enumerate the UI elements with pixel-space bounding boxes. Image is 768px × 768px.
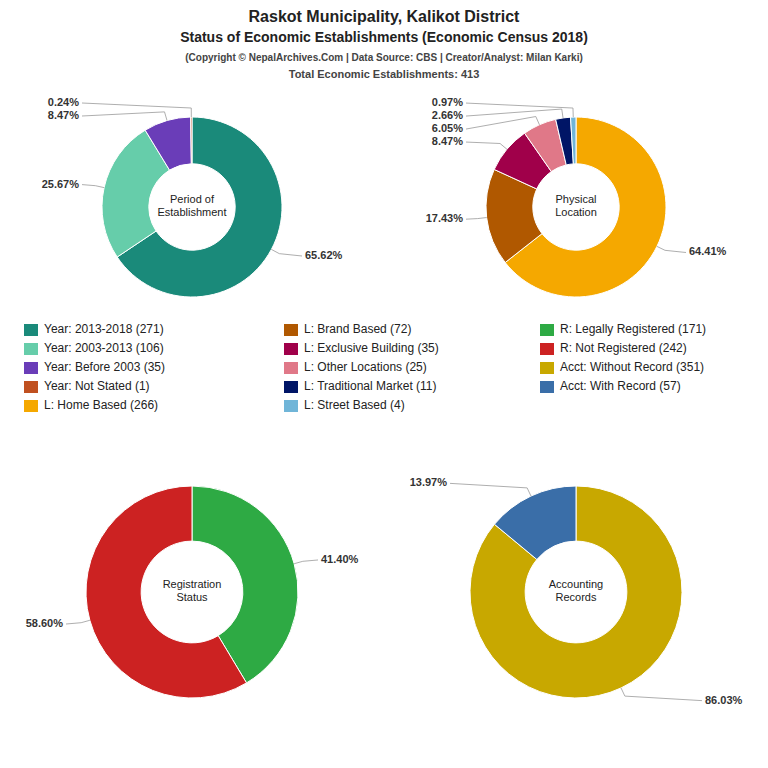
legend-item: L: Home Based (266) [24,398,158,412]
legend-item: Acct: Without Record (351) [540,360,704,374]
data-label: 8.47% [432,135,463,147]
legend-item: Year: Before 2003 (35) [24,360,165,374]
data-label: 0.97% [432,96,463,108]
legend-label: L: Street Based (4) [304,398,405,412]
legend-item: R: Legally Registered (171) [540,322,706,336]
legend-label: Year: 2013-2018 (271) [44,322,164,336]
data-label: 8.47% [48,109,79,121]
pie-center-label: Period ofEstablishment [157,193,226,218]
leader-line [450,483,531,496]
leader-line [82,103,191,117]
data-label: 17.43% [426,212,464,224]
title: Status of Economic Establishments (Econo… [180,29,588,45]
subtitle: Total Economic Establishments: 413 [289,68,480,80]
pie-slice [191,117,192,164]
pie-chart: PhysicalLocation 64.41% 17.43% 8.47%6.05%2.… [426,96,727,297]
legend-item: L: Traditional Market (11) [284,379,437,393]
leader-line [271,249,302,256]
legend-swatch [284,400,298,412]
legend-label: L: Other Locations (25) [304,360,427,374]
title: Raskot Municipality, Kalikot District [249,8,521,25]
legend-swatch [284,324,298,336]
pie-center-label: AccountingRecords [549,578,603,603]
leader-line [466,218,487,220]
pie-slice [470,486,682,698]
legend-swatch [284,343,298,355]
legend-item: Year: Not Stated (1) [24,379,150,393]
subtitle: (Copyright © NepalArchives.Com | Data So… [185,52,583,63]
legend-swatch [540,343,554,355]
pie-slice [86,486,247,698]
pie-center-label: RegistrationStatus [163,578,222,603]
data-label: 65.62% [305,249,343,261]
pie-center-label-line: Registration [163,578,222,590]
pie-chart: RegistrationStatus 41.40% 58.60% [26,486,359,698]
pie-center-label-line: Period of [170,193,215,205]
data-label: 0.24% [48,96,79,108]
data-label: 41.40% [321,553,359,565]
legend-label: Year: Before 2003 (35) [44,360,165,374]
legend-label: Acct: With Record (57) [560,379,681,393]
legend-label: R: Not Registered (242) [560,341,687,355]
legend-swatch [24,343,38,355]
pie-center-label-line: Status [176,591,208,603]
pie-center-label-line: Establishment [157,206,226,218]
leader-line [82,185,104,188]
legend-swatch [24,400,38,412]
leader-line [657,246,686,252]
legend-label: L: Traditional Market (11) [304,379,437,393]
legend-label: Acct: Without Record (351) [560,360,704,374]
leader-line [294,560,318,564]
pie-center-label: PhysicalLocation [555,193,597,218]
legend-label: Year: 2003-2013 (106) [44,341,164,355]
data-label: 58.60% [26,617,64,629]
legend-swatch [540,324,554,336]
pie-center-label-line: Physical [556,193,597,205]
legend-swatch [540,362,554,374]
leader-line [466,103,573,117]
legend-swatch [24,381,38,393]
legend-swatch [24,324,38,336]
pie-chart: AccountingRecords 86.03% 13.97% [410,476,743,705]
legend-label: L: Home Based (266) [44,398,158,412]
legend-item: L: Other Locations (25) [284,360,427,374]
pie-center-label-line: Accounting [549,578,603,590]
leader-line [82,112,167,121]
legend-item: L: Exclusive Building (35) [284,341,439,355]
legend-label: L: Brand Based (72) [304,322,411,336]
legend-label: R: Legally Registered (171) [560,322,706,336]
pie-slice [571,117,576,164]
legend-item: Year: 2003-2013 (106) [24,341,164,355]
data-label: 13.97% [410,476,448,488]
pie-center-label-line: Records [556,591,597,603]
data-label: 64.41% [689,245,727,257]
leader-line [66,620,90,624]
data-label: 6.05% [432,122,463,134]
legend-item: L: Street Based (4) [284,398,405,412]
legend-item: L: Brand Based (72) [284,322,411,336]
leader-line [466,117,539,130]
leader-line [621,688,702,701]
leader-line [466,109,563,118]
legend-swatch [540,381,554,393]
legend-swatch [284,362,298,374]
pie-center-label-line: Location [555,206,597,218]
data-label: 25.67% [42,178,80,190]
legend-item: R: Not Registered (242) [540,341,687,355]
legend-label: L: Exclusive Building (35) [304,341,439,355]
leader-line [466,142,507,149]
pie-slice [494,486,576,559]
data-label: 2.66% [432,109,463,121]
pie-chart: Period ofEstablishment 65.62% 25.67% 8.47%0… [42,96,343,297]
legend-item: Acct: With Record (57) [540,379,681,393]
legend-swatch [24,362,38,374]
legend-item: Year: 2013-2018 (271) [24,322,164,336]
legend: Year: 2013-2018 (271) Year: 2003-2013 (10… [24,322,706,412]
chart-root: Raskot Municipality, Kalikot District Sta… [0,0,768,768]
legend-label: Year: Not Stated (1) [44,379,150,393]
data-label: 86.03% [705,694,743,706]
legend-swatch [284,381,298,393]
pie-slice [145,117,191,170]
